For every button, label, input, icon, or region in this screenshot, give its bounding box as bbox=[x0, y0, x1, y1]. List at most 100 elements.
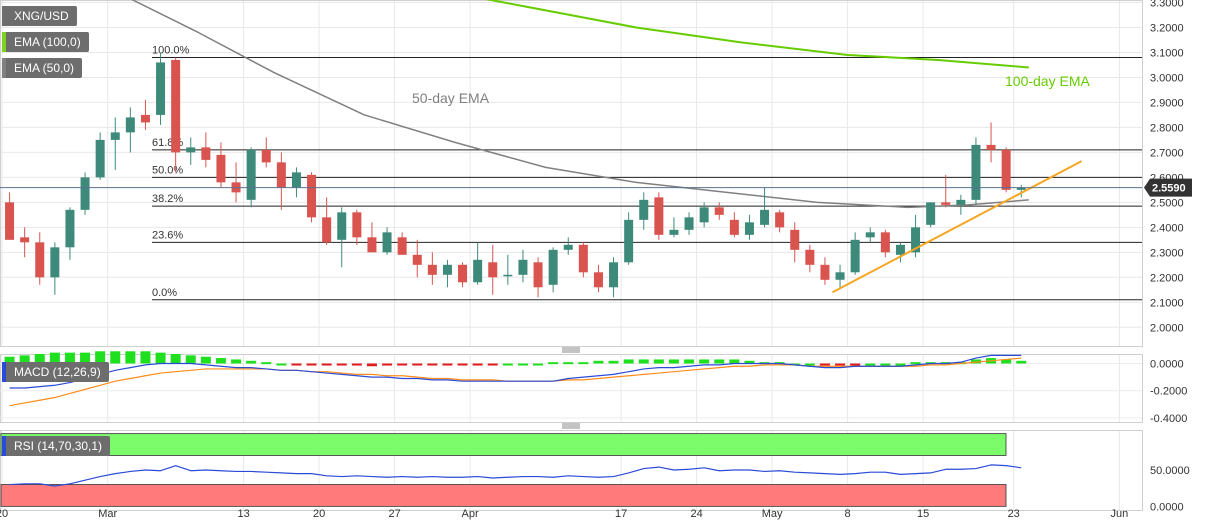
macd-label-text: MACD (12,26,9) bbox=[14, 365, 101, 379]
ema100-line bbox=[485, 0, 1029, 69]
fib-level-label: 100.0% bbox=[152, 44, 190, 56]
rsi-label[interactable]: RSI (14,70,30,1) bbox=[2, 436, 111, 456]
candle-body bbox=[639, 199, 649, 220]
candle-body bbox=[412, 254, 422, 265]
macd-histogram-bar bbox=[64, 352, 75, 364]
legend-ema50[interactable]: EMA (50,0) bbox=[2, 58, 83, 78]
macd-histogram-bar bbox=[472, 363, 483, 366]
macd-histogram-bar bbox=[4, 356, 15, 364]
macd-histogram-bar bbox=[880, 363, 891, 366]
macd-histogram-bar bbox=[819, 363, 830, 366]
candle-body bbox=[518, 259, 528, 275]
macd-histogram-bar bbox=[427, 363, 438, 366]
macd-histogram-bar bbox=[200, 356, 211, 364]
price-tick-label: 3.2000 bbox=[1150, 22, 1184, 34]
candle-body bbox=[156, 62, 166, 115]
candle-body bbox=[397, 237, 407, 255]
candle-body bbox=[65, 209, 75, 248]
candle-body bbox=[699, 207, 709, 223]
price-tick-label: 2.0000 bbox=[1150, 322, 1184, 334]
candle-body bbox=[790, 229, 800, 250]
candle-body bbox=[427, 264, 437, 275]
macd-histogram-bar bbox=[804, 363, 815, 366]
macd-histogram-bar bbox=[548, 362, 559, 365]
macd-histogram-bar bbox=[351, 363, 362, 366]
candle-body bbox=[20, 237, 30, 243]
legend-ema100-swatch bbox=[2, 32, 6, 52]
x-axis-label: Mar bbox=[98, 508, 117, 520]
macd-histogram-bar bbox=[321, 363, 332, 366]
ema100-annotation: 100-day EMA bbox=[1005, 73, 1090, 89]
macd-histogram-bar bbox=[638, 359, 649, 364]
candle-body bbox=[246, 149, 256, 200]
candle-body bbox=[895, 244, 905, 255]
macd-histogram-bar bbox=[34, 354, 45, 364]
fib-level-label: 0.0% bbox=[152, 287, 177, 299]
macd-histogram-bar bbox=[1016, 360, 1027, 364]
macd-histogram-bar bbox=[714, 359, 725, 364]
price-tick-label: 2.4000 bbox=[1150, 222, 1184, 234]
macd-histogram-bar bbox=[231, 359, 242, 364]
macd-histogram-bar bbox=[291, 363, 302, 366]
macd-label[interactable]: MACD (12,26,9) bbox=[2, 362, 109, 382]
candle-body bbox=[986, 144, 996, 150]
fib-level-label: 50.0% bbox=[152, 164, 183, 176]
rsi-overbought-zone bbox=[0, 433, 1007, 456]
x-axis-label: 17 bbox=[615, 508, 627, 520]
candle-body bbox=[865, 232, 875, 238]
candle-body bbox=[729, 219, 739, 235]
candle-body bbox=[171, 59, 181, 153]
x-axis-label: Jun bbox=[1111, 508, 1129, 520]
macd-histogram-bar bbox=[835, 363, 846, 366]
candle-body bbox=[442, 264, 452, 275]
macd-histogram-bar bbox=[502, 363, 513, 366]
candle-body bbox=[1016, 187, 1026, 190]
x-axis-label: 24 bbox=[690, 508, 702, 520]
price-tick-label: 2.9000 bbox=[1150, 97, 1184, 109]
candle-body bbox=[760, 209, 770, 225]
macd-histogram-bar bbox=[261, 362, 272, 365]
candle-body bbox=[50, 247, 60, 278]
legend-ema100[interactable]: EMA (100,0) bbox=[2, 32, 89, 52]
macd-histogram-bar bbox=[336, 363, 347, 366]
macd-tick-label: 0.0000 bbox=[1150, 359, 1184, 371]
macd-tick-label: -0.4000 bbox=[1150, 413, 1187, 425]
x-axis-label: 15 bbox=[917, 508, 929, 520]
candle-body bbox=[669, 229, 679, 235]
current-price-badge bbox=[1144, 178, 1192, 197]
candle-body bbox=[805, 249, 815, 265]
legend-symbol-swatch bbox=[2, 6, 6, 26]
macd-histogram-bar bbox=[684, 359, 695, 364]
candle-body bbox=[125, 117, 135, 133]
rsi-tick-label: 50.0000 bbox=[1150, 465, 1190, 477]
macd-histogram-bar bbox=[593, 360, 604, 364]
macd-histogram-bar bbox=[578, 362, 589, 365]
x-axis-label: 13 bbox=[237, 508, 249, 520]
price-tick-label: 2.2000 bbox=[1150, 272, 1184, 284]
candle-body bbox=[201, 147, 211, 160]
macd-histogram-bar bbox=[80, 352, 91, 364]
legend-ema50-swatch bbox=[2, 58, 6, 78]
macd-histogram-bar bbox=[215, 358, 226, 364]
legend-symbol[interactable]: XNG/USD bbox=[2, 6, 77, 26]
candle-body bbox=[563, 244, 573, 250]
macd-histogram-bar bbox=[185, 355, 196, 364]
macd-histogram-bar bbox=[517, 363, 528, 366]
candle-body bbox=[850, 239, 860, 273]
macd-histogram-bar bbox=[170, 354, 181, 364]
macd-histogram-bar bbox=[608, 360, 619, 364]
candle-body bbox=[186, 147, 196, 153]
x-axis-label: 23 bbox=[1008, 508, 1020, 520]
legend-ema100-text: EMA (100,0) bbox=[14, 35, 81, 49]
price-tick-label: 2.7000 bbox=[1150, 147, 1184, 159]
x-axis-label: Apr bbox=[462, 508, 479, 520]
candle-body bbox=[654, 197, 664, 235]
candle-body bbox=[714, 207, 724, 215]
macd-histogram-bar bbox=[487, 363, 498, 366]
macd-histogram-bar bbox=[744, 360, 755, 364]
macd-line bbox=[9, 354, 1022, 389]
fib-level-label: 38.2% bbox=[152, 193, 183, 205]
candle-body bbox=[367, 237, 377, 253]
candle-body bbox=[458, 264, 468, 283]
